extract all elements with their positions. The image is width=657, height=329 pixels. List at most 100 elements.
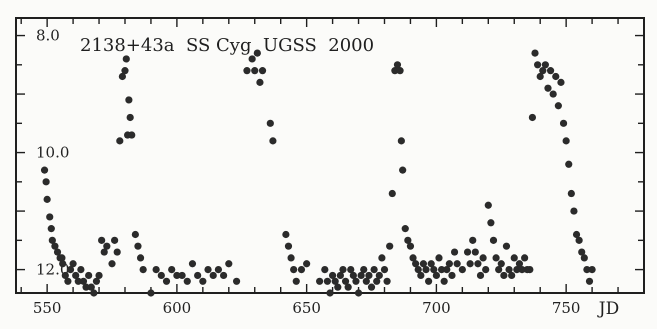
data-point [321, 265, 329, 274]
data-point [386, 242, 394, 250]
data-point [349, 271, 357, 280]
data-point [378, 254, 386, 262]
data-point [214, 265, 223, 274]
data-point [534, 61, 542, 69]
x-tick-label: 700 [422, 299, 451, 317]
data-point [393, 61, 402, 69]
data-point [572, 230, 581, 239]
data-point [362, 277, 370, 285]
data-point [79, 277, 88, 285]
data-point [316, 277, 324, 285]
data-point [347, 265, 355, 274]
data-point [152, 265, 160, 274]
data-point [427, 260, 435, 268]
data-point [139, 265, 147, 274]
data-point [116, 137, 124, 145]
data-point [567, 189, 575, 198]
y-tick-label: 8.0 [36, 27, 60, 45]
data-point [100, 248, 108, 256]
data-point [269, 137, 277, 145]
data-point [497, 260, 505, 268]
data-point [414, 265, 422, 274]
data-point [326, 289, 334, 297]
data-point [422, 265, 430, 274]
data-point [82, 283, 90, 291]
data-point [111, 236, 119, 244]
data-point [476, 271, 485, 280]
data-point [458, 265, 466, 274]
data-point [256, 78, 264, 86]
data-point [61, 271, 69, 280]
data-point [401, 225, 409, 233]
data-point [297, 265, 306, 274]
data-point [74, 277, 82, 285]
x-tick-label: 750 [552, 299, 581, 317]
data-point [508, 271, 516, 280]
chart-title: 2138+43a SS Cyg UGSS 2000 [80, 35, 374, 56]
data-point [125, 96, 133, 104]
data-point [531, 49, 539, 57]
data-point [292, 277, 300, 285]
data-point [528, 113, 537, 122]
data-point [253, 49, 261, 57]
data-point [552, 72, 560, 81]
data-point [578, 248, 586, 256]
data-point [122, 55, 130, 63]
data-point [562, 137, 570, 145]
data-point [396, 67, 404, 75]
data-point [513, 265, 521, 274]
frame-border [15, 17, 645, 294]
data-point [72, 271, 80, 280]
data-point [565, 160, 573, 168]
data-point [365, 271, 373, 280]
data-point [352, 277, 360, 285]
data-point [575, 236, 583, 244]
data-point [406, 242, 415, 250]
y-tick-label: 10.0 [36, 144, 69, 162]
data-point [549, 90, 557, 98]
data-point [183, 277, 191, 285]
data-point [131, 230, 139, 239]
data-point [463, 248, 472, 256]
data-point [188, 260, 197, 268]
data-point [445, 260, 453, 268]
data-point [357, 271, 365, 280]
data-point [118, 72, 126, 81]
data-point [59, 260, 67, 268]
data-point [370, 265, 378, 274]
data-point [546, 67, 555, 75]
data-point [580, 254, 588, 262]
data-point [251, 67, 259, 75]
plot-frame [15, 17, 645, 294]
data-point [391, 67, 399, 75]
data-point [388, 189, 396, 198]
data-point [559, 119, 568, 127]
data-point [48, 236, 56, 244]
data-point [404, 236, 412, 244]
data-point [243, 67, 251, 75]
data-point [437, 265, 446, 274]
data-point [121, 67, 129, 75]
data-point [526, 265, 534, 274]
data-point [492, 254, 500, 262]
data-point [367, 283, 376, 291]
data-point [474, 260, 482, 268]
data-point [510, 254, 518, 262]
data-point [66, 265, 75, 274]
data-point [380, 265, 389, 274]
data-point [331, 277, 339, 285]
data-point [432, 271, 440, 280]
data-point [178, 271, 186, 280]
data-point [484, 201, 492, 209]
data-point [417, 271, 425, 280]
data-point [173, 271, 181, 280]
data-point [43, 195, 51, 203]
data-point [440, 277, 448, 285]
data-point [585, 277, 594, 285]
data-point [541, 61, 549, 69]
data-point [95, 271, 103, 280]
data-point [134, 242, 142, 250]
data-point [502, 242, 511, 250]
data-point [450, 248, 459, 256]
